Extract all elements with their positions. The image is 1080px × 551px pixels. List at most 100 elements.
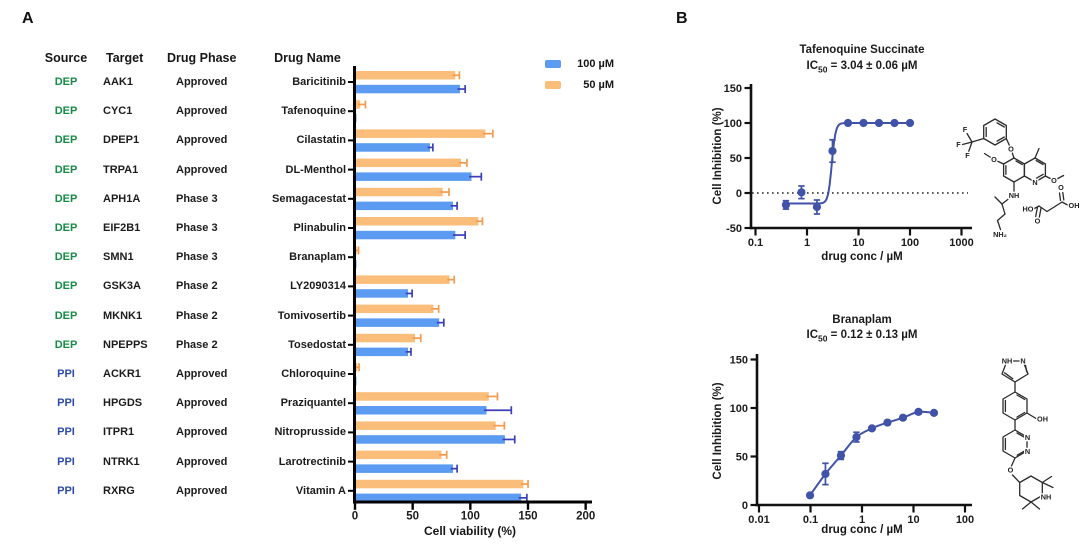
branaplam-structure: NH N OH N N O NH (1000, 355, 1054, 510)
target-cell: ITPR1 (103, 426, 135, 439)
phase-cell: Phase 2 (176, 309, 218, 322)
bar-chart-x-axis-title: Cell viability (%) (423, 524, 517, 538)
atom-label-O: O (1035, 217, 1041, 226)
table-row: PPI HPGDS Approved Praziquantel (0, 395, 352, 411)
y-axis-tick-label: 100 (730, 403, 748, 415)
viability-bar (355, 435, 505, 444)
target-cell: TRPA1 (103, 163, 139, 176)
panel-b-label: B (676, 10, 688, 27)
phase-cell: Phase 3 (176, 251, 218, 264)
atom-label-N: N (1020, 357, 1025, 366)
ic50-subscript: 50 (818, 64, 828, 75)
table-row: DEP EIF2B1 Phase 3 Plinabulin (0, 220, 352, 236)
dose-plot-1-x-axis-title: drug conc / µM (821, 251, 903, 263)
source-cell: PPI (57, 455, 75, 468)
target-cell: NTRK1 (103, 455, 140, 468)
source-cell: DEP (54, 222, 78, 234)
phase-cell: Approved (176, 368, 228, 380)
drug-name-cell: Branaplam (289, 251, 346, 264)
phase-cell: Phase 3 (176, 222, 218, 234)
legend-label-100um: 100 µM (577, 57, 614, 70)
x-axis-tick-label: 100 (901, 237, 919, 249)
source-cell: PPI (57, 426, 75, 439)
ic50-prefix: IC (806, 60, 819, 72)
drug-name-cell: Chloroquine (281, 368, 346, 380)
data-point (883, 418, 892, 427)
data-point (867, 424, 877, 433)
phase-cell: Approved (176, 76, 228, 88)
drug-name-cell: Tosedostat (288, 338, 346, 351)
data-point (898, 413, 908, 422)
x-axis-tick-label: 1 (804, 237, 810, 249)
atom-label-NH: NH (1009, 191, 1020, 200)
bar-chart-legend: 100 µM 50 µM (545, 53, 614, 95)
data-point (836, 451, 846, 460)
table-row: PPI NTRK1 Approved Larotrectinib (0, 454, 352, 470)
x-axis-tick-label: 0.1 (748, 237, 763, 249)
x-axis-tick-label: 150 (518, 511, 537, 523)
drug-name-cell: Tafenoquine (281, 105, 346, 118)
atom-label-OH: OH (1069, 201, 1080, 210)
atom-label-O: O (1008, 466, 1014, 475)
atom-label-O: O (991, 155, 997, 164)
legend-swatch-50um (545, 80, 561, 89)
drug-name-cell: Praziquantel (280, 397, 346, 410)
atom-label-O: O (1008, 145, 1014, 154)
panel-a-label: A (22, 10, 34, 27)
table-header-target: Target (106, 51, 144, 65)
drug-name-cell: Cilastatin (296, 134, 346, 147)
data-point (929, 408, 939, 417)
viability-bar (355, 464, 454, 473)
structure-bonds (1001, 360, 1054, 510)
table-row: PPI RXRG Approved Vitamin A (0, 483, 352, 499)
x-axis-tick-label: 0.1 (803, 514, 818, 526)
drug-name-cell: Tomivosertib (277, 309, 346, 322)
data-point (874, 118, 884, 128)
drug-name-cell: DL-Menthol (285, 163, 346, 176)
fit-curve (809, 410, 935, 496)
x-axis-tick-label: 0.01 (748, 514, 769, 526)
phase-cell: Phase 3 (176, 192, 218, 205)
viability-bar (355, 201, 454, 211)
table-header-drug-phase: Drug Phase (167, 51, 237, 65)
viability-bar (355, 479, 524, 489)
viability-bar (355, 493, 522, 503)
data-point (812, 202, 822, 212)
table-row: DEP APH1A Phase 3 Semagacestat (0, 191, 352, 207)
data-point (781, 200, 791, 209)
phase-cell: Approved (176, 163, 228, 176)
source-cell: DEP (54, 134, 78, 147)
target-cell: CYC1 (103, 105, 133, 118)
source-cell: DEP (54, 192, 78, 205)
viability-bar (355, 114, 357, 123)
branaplam-dose-response-plot: 0 50 100 150 0.01 0.1 1 10 100 (730, 354, 974, 526)
target-cell: SMN1 (103, 251, 134, 264)
table-header-source: Source (44, 51, 88, 65)
viability-bar (355, 392, 489, 401)
phase-cell: Approved (176, 484, 228, 497)
viability-bar (355, 158, 462, 168)
viability-bar (355, 143, 430, 152)
source-cell: DEP (54, 163, 78, 176)
x-axis-tick-label: 100 (461, 511, 480, 523)
target-cell: ACKR1 (103, 368, 141, 380)
viability-bar (355, 172, 472, 181)
cell-viability-bar-chart: 0 50 100 150 200 (348, 66, 595, 523)
legend-swatch-100um (545, 59, 561, 68)
data-point (797, 188, 806, 197)
drug-name-cell: LY2090314 (290, 280, 346, 293)
viability-bar (355, 129, 486, 138)
viability-bar (355, 71, 456, 80)
drug-name-cell: Larotrectinib (278, 455, 346, 468)
x-axis-tick-label: 50 (406, 511, 419, 523)
viability-bar (355, 275, 450, 284)
viability-bar (355, 318, 440, 327)
viability-bar (355, 406, 487, 415)
data-point (828, 146, 837, 156)
y-axis-tick-label: 0 (742, 500, 748, 512)
x-axis-tick-label: 0 (352, 511, 358, 523)
phase-cell: Approved (176, 134, 228, 147)
x-axis-tick-label: 10 (907, 514, 919, 526)
legend-item-50um: 50 µM (545, 74, 614, 95)
